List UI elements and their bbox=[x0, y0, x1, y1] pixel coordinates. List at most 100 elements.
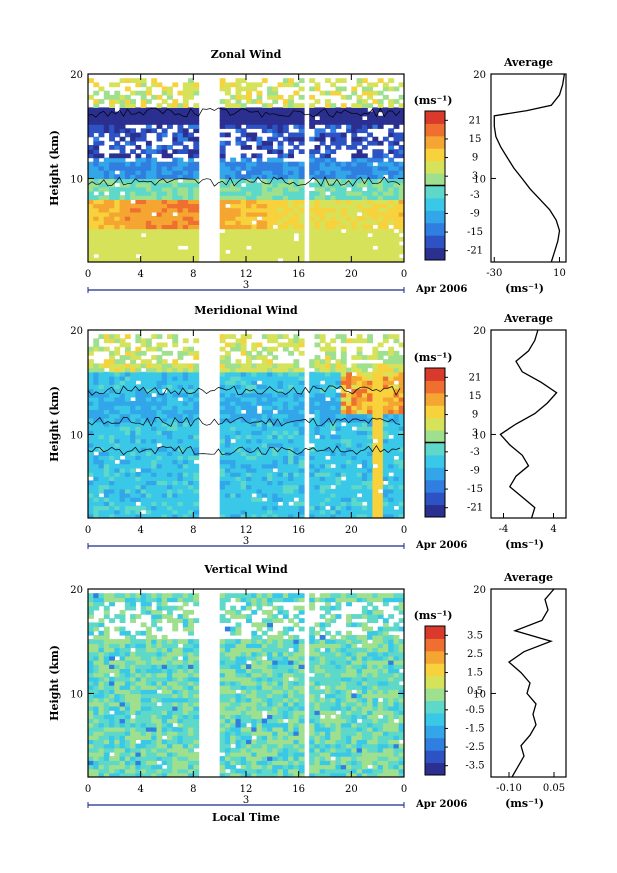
heatmap-cell bbox=[140, 78, 147, 83]
heatmap-cell bbox=[161, 743, 168, 749]
heatmap-cell bbox=[398, 170, 404, 175]
heatmap-cell bbox=[145, 488, 152, 494]
heatmap-cell bbox=[361, 434, 368, 440]
heatmap-cell bbox=[246, 107, 252, 113]
heatmap-cell bbox=[109, 241, 115, 246]
heatmap-cell bbox=[172, 228, 179, 234]
heatmap-cell bbox=[172, 257, 179, 262]
heatmap-cell bbox=[293, 220, 300, 225]
heatmap-cell bbox=[93, 367, 100, 373]
heatmap-cell bbox=[145, 376, 152, 381]
heatmap-cell bbox=[388, 426, 395, 431]
heatmap-cell bbox=[251, 236, 258, 242]
heatmap-cell bbox=[230, 472, 237, 477]
heatmap-cell bbox=[151, 660, 158, 665]
heatmap-cell bbox=[167, 413, 173, 419]
heatmap-cell bbox=[103, 593, 110, 598]
heatmap-cell bbox=[188, 115, 194, 121]
colorbar-tick-label: 9 bbox=[472, 153, 478, 164]
heatmap-cell bbox=[182, 132, 189, 138]
heatmap-cell bbox=[309, 115, 316, 121]
heatmap-cell bbox=[382, 413, 389, 419]
heatmap-cell bbox=[93, 655, 100, 661]
heatmap-cell bbox=[88, 241, 94, 246]
heatmap-cell bbox=[135, 630, 142, 636]
heatmap-cell bbox=[367, 115, 373, 121]
heatmap-cell bbox=[224, 253, 231, 259]
heatmap-cell bbox=[404, 120, 410, 125]
heatmap-cell bbox=[361, 220, 368, 225]
heatmap-cell bbox=[282, 170, 289, 175]
heatmap-cell bbox=[261, 426, 268, 431]
heatmap-cell bbox=[140, 157, 147, 163]
heatmap-cell bbox=[261, 430, 268, 436]
heatmap-cell bbox=[124, 664, 131, 669]
heatmap-cell bbox=[219, 401, 226, 406]
heatmap-cell bbox=[382, 376, 389, 381]
heatmap-cell bbox=[103, 480, 110, 486]
heatmap-cell bbox=[288, 216, 294, 221]
heatmap-cell bbox=[309, 359, 316, 364]
heatmap-cell bbox=[119, 710, 126, 715]
heatmap-cell bbox=[140, 401, 147, 406]
heatmap-cell bbox=[309, 241, 316, 246]
heatmap-cell bbox=[282, 380, 289, 385]
heatmap-cell bbox=[124, 693, 131, 699]
heatmap-cell bbox=[193, 216, 200, 221]
heatmap-cell bbox=[124, 111, 131, 117]
heatmap-cell bbox=[161, 647, 168, 653]
heatmap-cell bbox=[145, 359, 152, 364]
heatmap-cell bbox=[167, 706, 173, 711]
heatmap-cell bbox=[140, 216, 147, 221]
colorbar-tick-label: 3 bbox=[472, 428, 478, 439]
heatmap-cell bbox=[130, 651, 136, 657]
heatmap-cell bbox=[230, 421, 237, 427]
heatmap-cell bbox=[361, 241, 368, 246]
heatmap-cell bbox=[156, 363, 163, 369]
heatmap-cell bbox=[230, 505, 237, 511]
heatmap-cell bbox=[193, 149, 200, 154]
heatmap-cell bbox=[398, 455, 404, 461]
heatmap-cell bbox=[282, 203, 289, 209]
heatmap-cell bbox=[219, 107, 226, 113]
heatmap-cell bbox=[330, 203, 337, 209]
heatmap-cell bbox=[156, 430, 163, 436]
colorbar-tick-label: 3 bbox=[472, 171, 478, 182]
heatmap-cell bbox=[151, 609, 158, 615]
heatmap-cell bbox=[288, 430, 294, 436]
heatmap-cell bbox=[161, 509, 168, 515]
heatmap-cell bbox=[119, 693, 126, 699]
heatmap-cell bbox=[177, 253, 184, 259]
heatmap-cell bbox=[219, 195, 226, 200]
heatmap-cell bbox=[161, 614, 168, 619]
heatmap-cell bbox=[382, 488, 389, 494]
heatmap-cell bbox=[188, 346, 194, 352]
month-label: Apr 2006 bbox=[415, 540, 467, 551]
heatmap-cell bbox=[103, 476, 110, 481]
heatmap-cell bbox=[193, 488, 200, 494]
heatmap-cell bbox=[351, 211, 358, 217]
heatmap-cell bbox=[272, 484, 279, 490]
heatmap-cell bbox=[103, 614, 110, 619]
heatmap-cell bbox=[335, 380, 342, 385]
heatmap-cell bbox=[114, 760, 121, 766]
heatmap-cell bbox=[88, 605, 94, 611]
heatmap-cell bbox=[188, 182, 194, 188]
heatmap-cell bbox=[272, 195, 279, 200]
heatmap-cell bbox=[356, 220, 363, 225]
heatmap-cell bbox=[404, 376, 410, 381]
heatmap-cell bbox=[314, 203, 321, 209]
heatmap-cell bbox=[272, 232, 279, 238]
heatmap-cell bbox=[351, 157, 358, 163]
heatmap-cell bbox=[88, 609, 94, 615]
heatmap-cell bbox=[103, 676, 110, 682]
heatmap-cell bbox=[330, 447, 337, 452]
heatmap-cell bbox=[340, 363, 347, 369]
colorbar-swatch bbox=[425, 160, 445, 174]
heatmap-cell bbox=[188, 132, 194, 138]
heatmap-cell bbox=[393, 334, 400, 339]
heatmap-cell bbox=[267, 417, 273, 423]
heatmap-cell bbox=[330, 459, 337, 465]
heatmap-cell bbox=[398, 236, 404, 242]
heatmap-cell bbox=[98, 384, 105, 390]
